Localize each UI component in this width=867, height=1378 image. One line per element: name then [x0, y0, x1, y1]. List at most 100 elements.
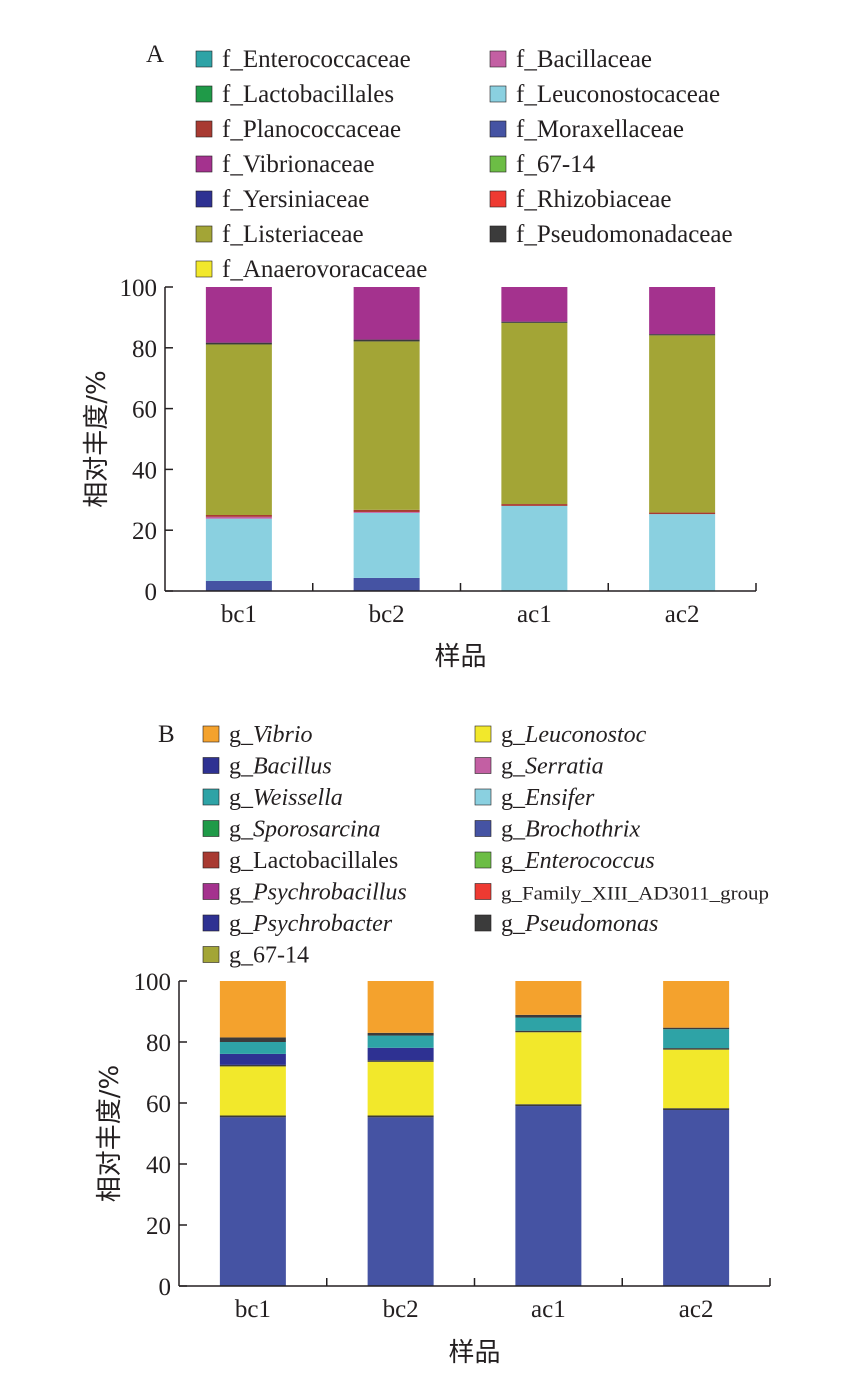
legend-label: f_Pseudomonadaceae — [516, 221, 733, 248]
legend-label-text: g_ — [501, 722, 526, 748]
x-tick-label: ac1 — [531, 1296, 566, 1323]
bar-segment-ac1 — [515, 1032, 582, 1105]
bars — [205, 287, 716, 591]
bar-segment-ac1 — [515, 1104, 582, 1107]
y-axis-title: 相对丰度/% — [95, 1065, 125, 1202]
legend: f_Enterococcaceae f_Lactobacillales f_Plan… — [195, 46, 733, 283]
panel-label: B — [158, 721, 175, 748]
legend-swatch — [489, 190, 507, 208]
legend-label: g_Sporosarcina — [229, 817, 381, 843]
legend-label: g_Family_XIII_AD3011_group — [501, 884, 769, 905]
bar-segment-bc1 — [219, 1115, 286, 1118]
x-tick-label: bc2 — [369, 601, 405, 628]
bar-segment-bc2 — [367, 981, 434, 1033]
y-tick-label: 40 — [132, 457, 157, 484]
legend-label-text: g_67-14 — [229, 943, 309, 969]
legend-item: g_Serratia — [474, 754, 604, 780]
bar-segment-bc1 — [205, 516, 272, 519]
y-tick-label: 80 — [146, 1030, 171, 1057]
legend-item: g_Sporosarcina — [202, 817, 381, 843]
bar-segment-ac2 — [649, 334, 716, 336]
legend-label-text: f_Planococcaceae — [222, 116, 401, 143]
y-tick-label: 0 — [159, 1274, 172, 1301]
bar-segment-bc2 — [367, 1032, 434, 1036]
legend-label-text: f_Listeriaceae — [222, 221, 364, 248]
bar-segment-bc2 — [353, 341, 420, 510]
legend-label: g_Psychrobacillus — [229, 880, 407, 906]
bar-segment-ac2 — [663, 1027, 730, 1030]
x-tick-label: ac1 — [517, 601, 552, 628]
legend-label: f_Anaerovoracaceae — [222, 256, 427, 283]
y-tick-label: 40 — [146, 1152, 171, 1179]
bar-segment-bc1 — [219, 1066, 286, 1116]
legend-swatch — [489, 120, 507, 138]
y-tick-label: 100 — [120, 275, 158, 302]
y-axis-title: 相对丰度/% — [82, 370, 112, 507]
bar-segment-bc1 — [205, 580, 272, 591]
legend-label-text: f_Moraxellaceae — [516, 116, 684, 143]
legend-item: f_Vibrionaceae — [195, 151, 375, 178]
legend-label-italic: Weissella — [253, 785, 343, 811]
bar-segment-ac2 — [649, 287, 716, 335]
legend-swatch — [489, 155, 507, 173]
legend-swatch — [195, 260, 213, 278]
legend-label: f_Rhizobiaceae — [516, 186, 671, 213]
legend-swatch — [489, 50, 507, 68]
legend-label-text: f_Enterococcaceae — [222, 46, 411, 73]
y-tick-label: 60 — [132, 397, 157, 424]
legend-swatch — [202, 851, 220, 869]
legend-label: f_Lactobacillales — [222, 81, 394, 108]
bar-segment-ac1 — [501, 321, 568, 323]
legend-item: f_Planococcaceae — [195, 116, 401, 143]
legend-label-text: f_Pseudomonadaceae — [516, 221, 733, 248]
legend-item: f_Anaerovoracaceae — [195, 256, 427, 283]
legend-item: g_Enterococcus — [474, 848, 655, 874]
legend-item: g_Leuconostoc — [474, 722, 647, 748]
legend-swatch — [474, 725, 492, 743]
x-tick-label: bc1 — [235, 1296, 271, 1323]
bar-segment-ac2 — [649, 514, 716, 591]
legend-label: f_Planococcaceae — [222, 116, 401, 143]
bar-segment-ac2 — [663, 1110, 730, 1286]
bar-segment-bc2 — [353, 339, 420, 342]
legend-label: g_Serratia — [501, 754, 604, 780]
legend-swatch — [474, 883, 492, 900]
legend-label: f_Moraxellaceae — [516, 116, 684, 143]
bar-segment-ac1 — [501, 287, 568, 322]
legend-item: g_Pseudomonas — [474, 911, 658, 937]
legend-label-text: g_ — [501, 911, 526, 937]
legend-label: f_Bacillaceae — [516, 46, 652, 73]
bar-segment-bc2 — [367, 1060, 434, 1062]
legend-label: g_Bacillus — [229, 754, 332, 780]
legend-label: f_67-14 — [516, 151, 596, 178]
bar-segment-bc2 — [353, 287, 420, 340]
legend-label-text: g_Lactobacillales — [229, 848, 398, 874]
legend-label: f_Listeriaceae — [222, 221, 364, 248]
legend-label-text: f_Yersiniaceae — [222, 186, 369, 213]
legend-label: f_Leuconostocaceae — [516, 81, 720, 108]
legend-item: g_67-14 — [202, 943, 309, 969]
legend-label-text: g_ — [229, 754, 254, 780]
legend-label: f_Yersiniaceae — [222, 186, 369, 213]
legend-swatch — [489, 85, 507, 103]
bar-segment-bc1 — [205, 342, 272, 345]
bar-segment-bc2 — [353, 512, 420, 578]
legend-label: g_Weissella — [229, 785, 343, 811]
bar-segment-bc1 — [219, 1042, 286, 1054]
legend-swatch — [195, 50, 213, 68]
legend-label-italic: Enterococcus — [524, 848, 655, 874]
legend-item: g_Brochothrix — [474, 817, 640, 843]
bar-segment-ac1 — [515, 1014, 582, 1018]
legend-item: g_Vibrio — [202, 722, 313, 748]
legend-label-italic: Psychrobacillus — [252, 880, 407, 906]
bar-segment-ac1 — [515, 981, 582, 1015]
bar-segment-bc2 — [367, 1061, 434, 1116]
bar-segment-ac2 — [663, 981, 730, 1028]
bar-segment-ac1 — [501, 322, 568, 505]
legend-label-italic: Vibrio — [253, 722, 313, 748]
legend-swatch — [202, 914, 220, 932]
legend-label-text: f_67-14 — [516, 151, 596, 178]
legend-label-text: f_Leuconostocaceae — [516, 81, 720, 108]
legend-swatch — [474, 757, 492, 774]
